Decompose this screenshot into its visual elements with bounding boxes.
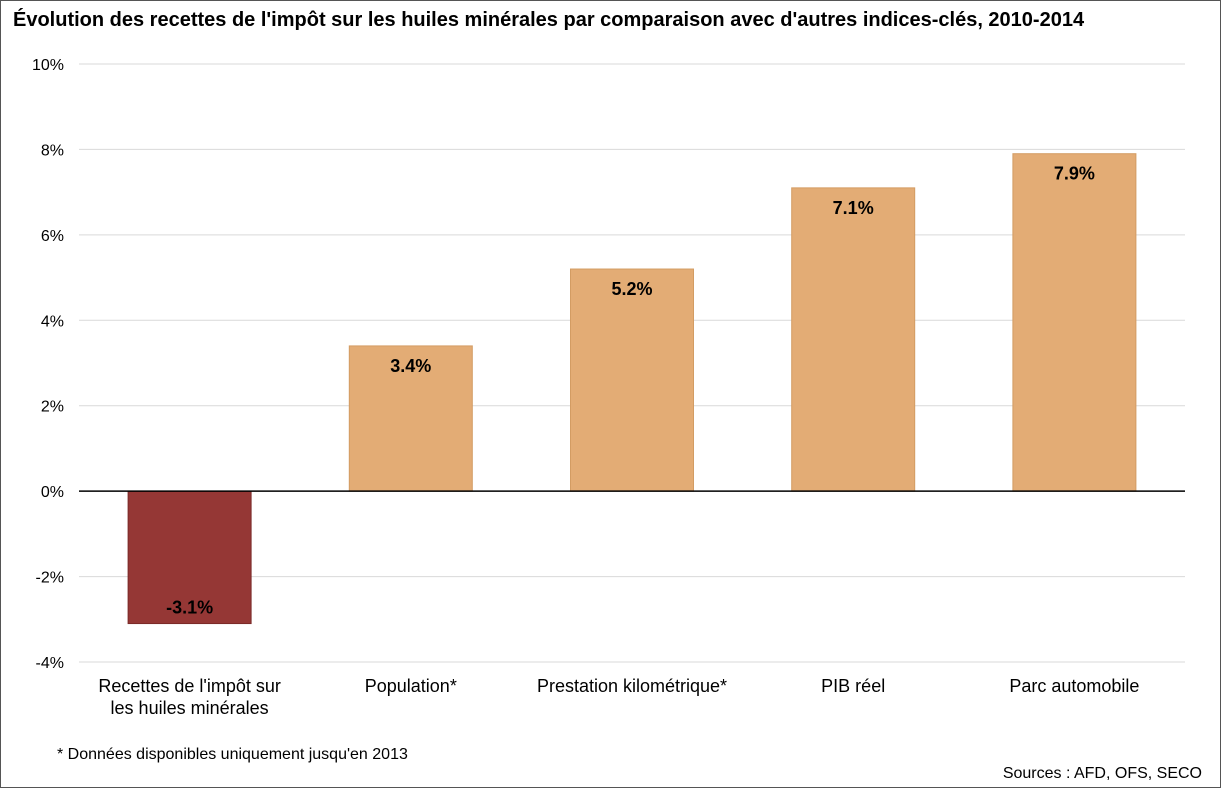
y-tick-label: 0% [41, 484, 64, 501]
x-category-label: Population* [365, 676, 457, 696]
footnote: * Données disponibles uniquement jusqu'e… [57, 746, 408, 763]
x-category-label: les huiles minérales [111, 698, 269, 718]
bar [348, 345, 473, 492]
y-tick-label: 4% [41, 313, 64, 330]
y-tick-label: 6% [41, 228, 64, 245]
data-label: 5.2% [611, 279, 652, 299]
bar [791, 187, 916, 492]
data-label: 7.1% [833, 198, 874, 218]
y-tick-label: 8% [41, 142, 64, 159]
chart-title: Évolution des recettes de l'impôt sur le… [13, 9, 1085, 31]
data-label: 7.9% [1054, 164, 1095, 184]
data-label: -3.1% [166, 598, 213, 618]
x-category-label: PIB réel [821, 676, 885, 696]
y-tick-label: 10% [32, 57, 64, 74]
y-tick-label: -4% [36, 655, 64, 672]
x-category-label: Recettes de l'impôt sur [98, 676, 281, 696]
y-tick-label: -2% [36, 570, 64, 587]
source-note: Sources : AFD, OFS, SECO [1002, 765, 1202, 782]
bars [127, 153, 1137, 625]
bar [1012, 153, 1137, 492]
y-tick-label: 2% [41, 399, 64, 416]
data-label: 3.4% [390, 356, 431, 376]
x-category-label: Parc automobile [1009, 676, 1139, 696]
x-category-label: Prestation kilométrique* [537, 676, 727, 696]
labels: -4% -2% 0% 2% 4% 6% 8% 10% -3.1% Recettes de l'im… [32, 57, 1139, 718]
bar [570, 268, 694, 492]
